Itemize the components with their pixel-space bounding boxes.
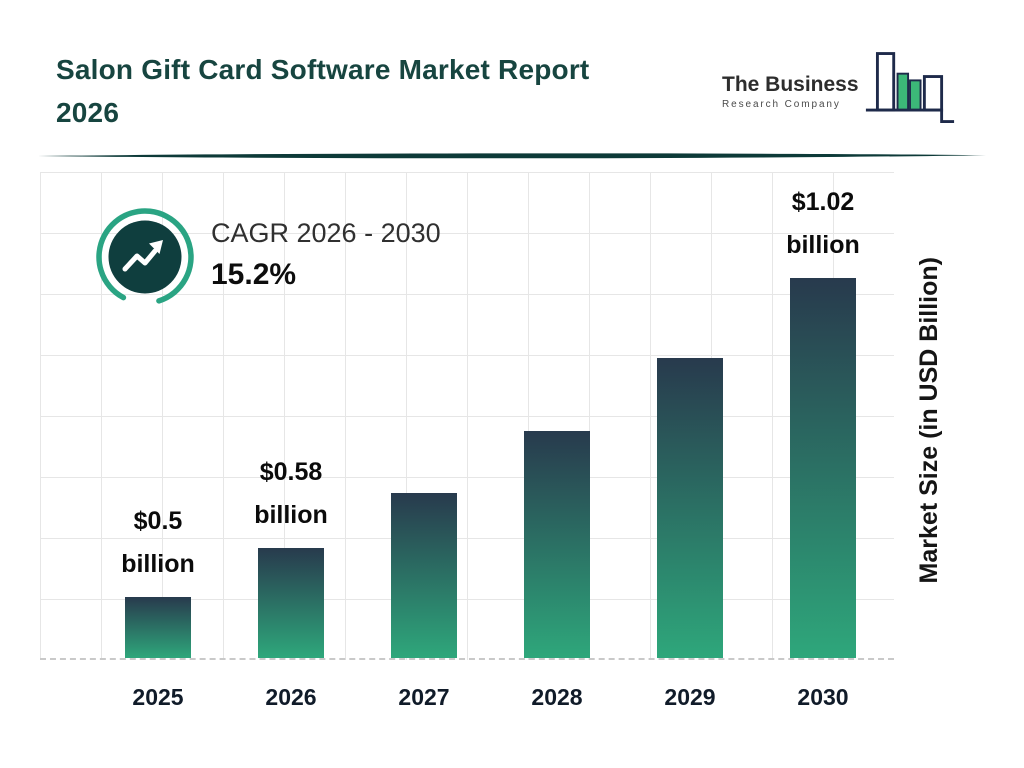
bar-column-2027: [358, 493, 490, 658]
logo-subname: Research Company: [722, 99, 841, 110]
page-title-line1: Salon Gift Card Software Market Report: [56, 54, 590, 85]
page-title: Salon Gift Card Software Market Report 2…: [56, 48, 589, 134]
bar-column-2026: $0.58 billion: [225, 451, 357, 658]
x-axis-label-2025: 2025: [132, 684, 184, 710]
cagr-badge: [95, 207, 195, 312]
bar-column-2030: $1.02 billion: [757, 181, 889, 658]
company-logo: The Business Research Company: [722, 50, 956, 133]
bar-value-label-2030: $1.02 billion: [786, 188, 860, 259]
bar-2029: [657, 358, 723, 658]
bar-2026: [258, 548, 324, 658]
logo-text: The Business Research Company: [722, 73, 859, 110]
bar-column-2028: [491, 431, 623, 658]
trend-up-icon: [96, 208, 194, 306]
cagr-value: 15.2%: [211, 258, 297, 291]
bar-value-label-2025: $0.5 billion: [121, 507, 195, 578]
x-axis-label-2026: 2026: [265, 684, 317, 710]
cagr-text-block: CAGR 2026 - 2030 15.2%: [211, 218, 441, 292]
bar-value-label-2026: $0.58 billion: [254, 458, 328, 529]
page-title-line2: 2026: [56, 97, 120, 128]
cagr-label: CAGR 2026 - 2030: [211, 218, 441, 248]
bar-2027: [391, 493, 457, 658]
x-axis-label-2028: 2028: [531, 684, 583, 710]
bar-2028: [524, 431, 590, 658]
y-axis: Market Size (in USD Billion): [898, 180, 960, 660]
x-axis-label-2027: 2027: [398, 684, 450, 710]
x-axis-label-2030: 2030: [797, 684, 849, 710]
x-axis: 2025 2026 2027 2028 2029 2030: [40, 684, 894, 720]
bar-2025: [125, 597, 191, 658]
logo-name: The Business: [722, 73, 859, 96]
bar-column-2025: $0.5 billion: [92, 500, 224, 658]
divider-line: [38, 153, 986, 159]
bar-2030: [790, 278, 856, 658]
y-axis-title: Market Size (in USD Billion): [914, 256, 943, 584]
chart-plot-area: $0.5 billion $0.58 billion $1.02 billion: [40, 172, 894, 660]
bar-column-2029: [624, 358, 756, 658]
bar-chart-logo-icon: [864, 50, 956, 133]
x-axis-label-2029: 2029: [664, 684, 716, 710]
